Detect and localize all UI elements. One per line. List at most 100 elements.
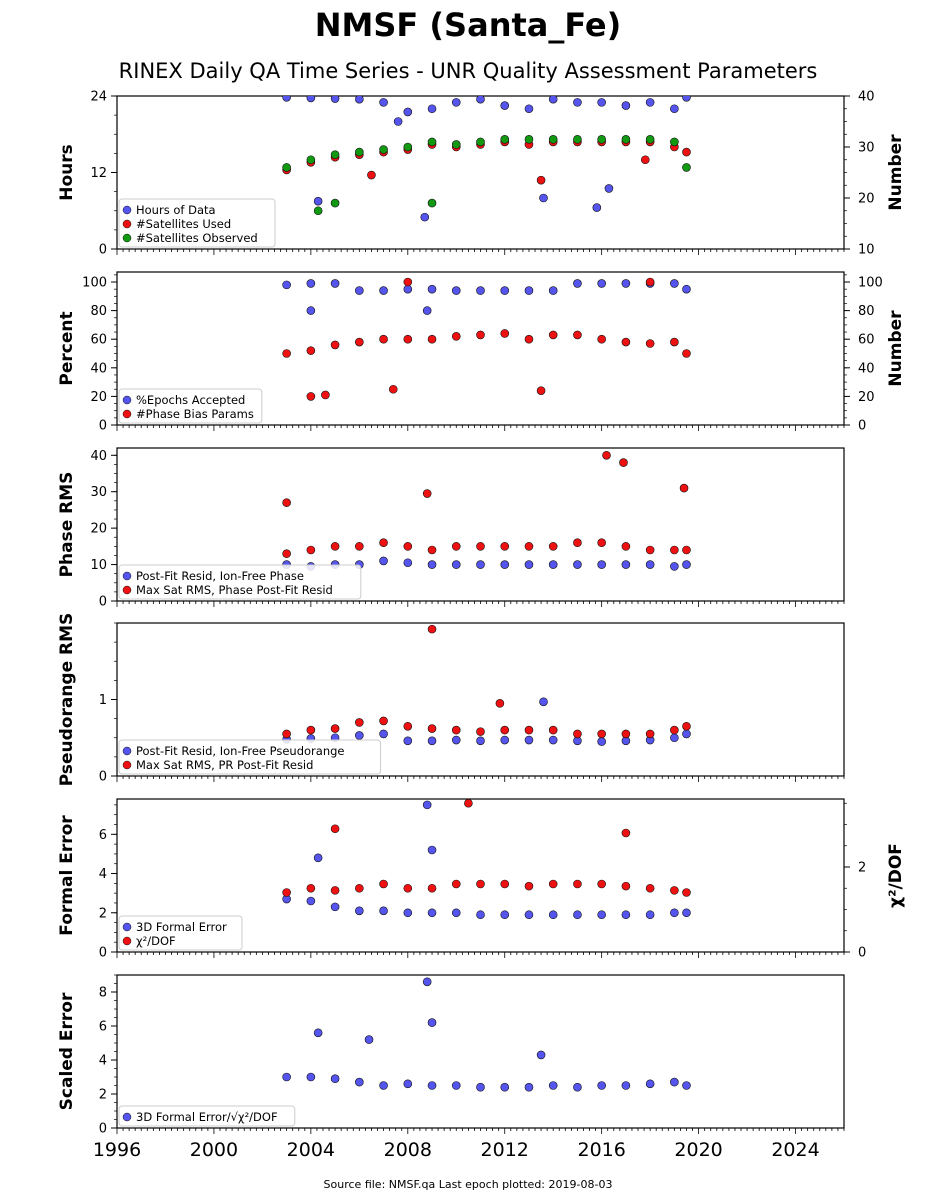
legend-marker: [122, 395, 132, 405]
data-point-red: [321, 390, 330, 400]
data-point-blue: [427, 908, 437, 918]
data-point-red: [427, 624, 437, 634]
y-axis-label: Phase RMS: [57, 472, 77, 578]
data-point-blue: [451, 908, 461, 918]
data-points: [282, 277, 691, 401]
data-point-red: [524, 725, 534, 735]
x-tick-label: 2004: [287, 1139, 335, 1161]
panel-6: 0 2 4 6 8 Scaled Error 3D Formal Error/√χ²/DOF…: [57, 974, 845, 1161]
data-point-blue: [682, 729, 691, 739]
data-point-blue: [682, 908, 691, 918]
data-point-red: [379, 879, 388, 889]
y-axis-label: Formal Error: [57, 815, 77, 936]
footer-source: Source file: NMSF.qa Last epoch plotted:…: [324, 1178, 613, 1191]
data-point-blue: [548, 286, 558, 295]
plot-frame: [116, 974, 845, 1129]
y-tick-label: 10: [90, 558, 107, 573]
data-point-blue: [645, 98, 655, 107]
legend-label: #Satellites Used: [136, 217, 231, 231]
legend-box: [118, 1105, 296, 1127]
data-point-blue: [451, 735, 461, 745]
data-point-blue: [330, 902, 340, 912]
data-point-red: [500, 879, 510, 889]
data-point-blue: [524, 1082, 534, 1092]
data-point-blue: [670, 104, 679, 114]
data-point-red: [670, 886, 679, 895]
data-point-red: [621, 881, 631, 891]
data-point-green: [621, 135, 631, 144]
legend-box: [118, 739, 382, 775]
data-point-red: [388, 384, 398, 394]
legend-marker: [122, 760, 132, 770]
data-point-blue: [539, 697, 548, 707]
data-point-red: [403, 277, 413, 287]
data-point-blue: [427, 736, 437, 746]
data-point-green: [548, 135, 558, 144]
data-point-blue: [306, 279, 316, 288]
data-point-blue: [597, 910, 606, 920]
data-point-red: [476, 879, 485, 889]
data-point-blue: [379, 906, 388, 916]
data-point-blue: [670, 1077, 679, 1087]
data-point-blue: [355, 96, 364, 104]
figure-title: NMSF (Santa_Fe): [315, 6, 622, 44]
data-point-blue: [355, 286, 364, 295]
y-tick-label: 0: [99, 243, 107, 258]
legend-marker: [122, 219, 132, 229]
data-point-red: [682, 721, 691, 731]
data-point-red: [548, 330, 558, 340]
y2-tick-label: 10: [858, 243, 875, 258]
data-point-red: [403, 542, 413, 551]
data-point-red: [524, 334, 534, 344]
legend-label: Post-Fit Resid, Ion-Free Phase: [136, 569, 304, 583]
panel-4: 0 1 Pseudorange RMS Post-Fit Resid, Ion-Fre…: [57, 613, 845, 786]
data-point-green: [476, 137, 485, 147]
legend-box: [118, 915, 243, 951]
y-tick-label: 0: [99, 946, 107, 961]
data-point-blue: [597, 737, 606, 746]
legend-label: 3D Formal Error: [136, 920, 227, 934]
y-tick-label: 80: [90, 304, 107, 319]
data-point-red: [330, 724, 340, 733]
data-point-red: [451, 542, 461, 551]
data-point-blue: [403, 1079, 413, 1089]
y-tick-label: 8: [99, 986, 107, 1001]
data-point-blue: [621, 101, 631, 110]
data-point-blue: [682, 284, 691, 294]
data-point-blue: [500, 735, 510, 745]
y-tick-label: 30: [90, 485, 107, 500]
data-point-red: [670, 725, 679, 735]
data-point-blue: [500, 1082, 510, 1092]
legend-label: Max Sat RMS, PR Post-Fit Resid: [136, 758, 313, 772]
data-point-red: [427, 883, 437, 893]
legend-box: [118, 388, 263, 424]
data-point-red: [422, 489, 432, 498]
y2-tick-label: 100: [858, 276, 883, 291]
data-point-red: [597, 538, 606, 548]
data-point-blue: [597, 560, 606, 569]
data-point-red: [403, 721, 413, 731]
data-point-blue: [524, 286, 534, 295]
y-tick-label: 1: [99, 693, 107, 708]
y-tick-label: 2: [99, 1088, 107, 1103]
data-point-red: [524, 542, 534, 551]
figure-subtitle: RINEX Daily QA Time Series - UNR Quality…: [119, 59, 818, 83]
data-point-blue: [427, 1018, 437, 1027]
data-point-red: [330, 886, 340, 895]
y-tick-label: 0: [99, 1122, 107, 1137]
data-point-blue: [330, 96, 340, 103]
data-point-red: [597, 729, 606, 739]
legend-label: χ²/DOF: [136, 934, 176, 948]
data-point-blue: [355, 906, 364, 916]
legend: 3D Formal Error/√χ²/DOF: [118, 1105, 296, 1127]
legend-marker: [122, 1112, 132, 1122]
data-point-red: [495, 699, 505, 708]
data-point-blue: [403, 908, 413, 918]
data-point-blue: [379, 729, 388, 739]
data-point-blue: [524, 560, 534, 569]
x-tick-label: 2016: [577, 1139, 625, 1161]
data-point-blue: [524, 735, 534, 745]
